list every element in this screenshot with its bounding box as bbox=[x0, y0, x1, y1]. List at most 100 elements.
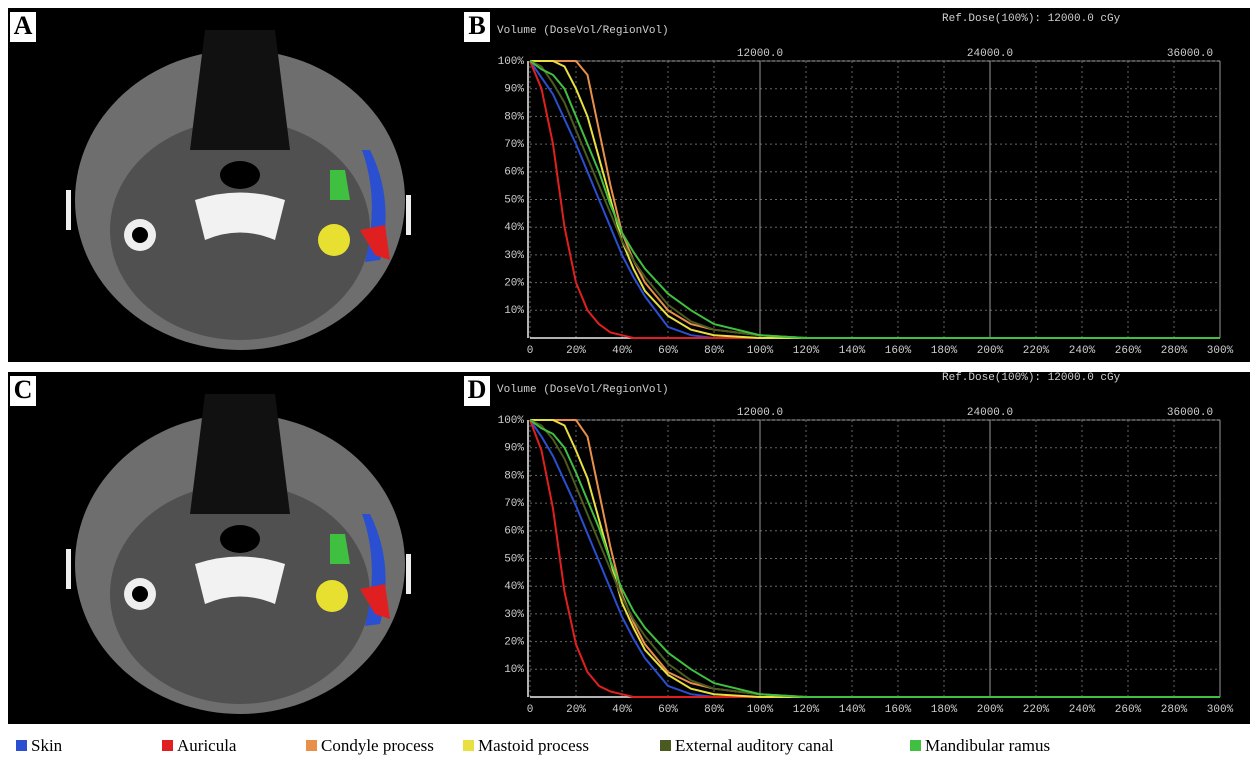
legend-swatch bbox=[306, 740, 317, 751]
legend-label: Mastoid process bbox=[478, 736, 589, 755]
series-line bbox=[529, 419, 1220, 698]
legend-swatch bbox=[16, 740, 27, 751]
x-tick-label: 240% bbox=[1069, 345, 1096, 357]
bone bbox=[195, 556, 285, 604]
x-tick-label: 260% bbox=[1115, 704, 1142, 716]
y-tick-label: 30% bbox=[504, 609, 524, 621]
y-tick-label: 50% bbox=[504, 553, 524, 565]
bone bbox=[195, 192, 285, 240]
legend-swatch bbox=[162, 740, 173, 751]
x-tick-label: 40% bbox=[612, 704, 632, 716]
chart: Volume (DoseVol/RegionVol) Ref.Dose(100%)… bbox=[497, 372, 1234, 716]
air bbox=[132, 586, 148, 602]
contour-ramus bbox=[330, 170, 350, 200]
ct-image-a bbox=[8, 8, 478, 362]
x-tick-label: 220% bbox=[1023, 704, 1050, 716]
legend-swatch bbox=[463, 740, 474, 751]
x2-tick-label: 24000.0 bbox=[967, 407, 1013, 419]
x-tick-label: 280% bbox=[1161, 345, 1188, 357]
legend-label: Skin bbox=[31, 736, 63, 755]
y-tick-label: 20% bbox=[504, 278, 524, 290]
x-tick-label: 120% bbox=[793, 704, 820, 716]
x-tick-label: 0 bbox=[527, 704, 534, 716]
chart-subtitle: Ref.Dose(100%): 12000.0 cGy bbox=[942, 13, 1121, 25]
legend-swatch bbox=[660, 740, 671, 751]
series-line bbox=[529, 60, 1220, 339]
y-tick-label: 40% bbox=[504, 222, 524, 234]
x-tick-label: 160% bbox=[885, 345, 912, 357]
x-tick-label: 20% bbox=[566, 345, 586, 357]
x-tick-label: 180% bbox=[931, 345, 958, 357]
legend-label: External auditory canal bbox=[675, 736, 834, 755]
panel-label: B bbox=[468, 11, 485, 40]
x-tick-label: 140% bbox=[839, 704, 866, 716]
contour-mastoid bbox=[316, 580, 348, 612]
panel-label: C bbox=[14, 375, 33, 404]
series-line bbox=[529, 419, 1220, 698]
y-tick-label: 10% bbox=[504, 664, 524, 676]
x-tick-label: 300% bbox=[1207, 704, 1234, 716]
series-line bbox=[529, 60, 1220, 339]
series-line bbox=[529, 60, 1220, 339]
y-tick-label: 10% bbox=[504, 305, 524, 317]
x-tick-label: 60% bbox=[658, 345, 678, 357]
x-tick-label: 180% bbox=[931, 704, 958, 716]
air bbox=[132, 227, 148, 243]
x-tick-label: 160% bbox=[885, 704, 912, 716]
legend-swatch bbox=[910, 740, 921, 751]
y-tick-label: 30% bbox=[504, 250, 524, 262]
x2-tick-label: 12000.0 bbox=[737, 48, 783, 60]
y-tick-label: 20% bbox=[504, 637, 524, 649]
marker bbox=[66, 549, 71, 589]
chart-title: Volume (DoseVol/RegionVol) bbox=[497, 384, 669, 396]
panel-label-box bbox=[464, 12, 490, 42]
x-tick-label: 100% bbox=[747, 345, 774, 357]
y-tick-label: 40% bbox=[504, 581, 524, 593]
x-tick-label: 240% bbox=[1069, 704, 1096, 716]
x-tick-label: 260% bbox=[1115, 345, 1142, 357]
airway bbox=[190, 30, 290, 150]
panel-label-box bbox=[464, 376, 490, 406]
chart: Volume (DoseVol/RegionVol) Ref.Dose(100%)… bbox=[497, 13, 1234, 357]
contour-mastoid bbox=[318, 224, 350, 256]
legend-label: Mandibular ramus bbox=[925, 736, 1050, 755]
x2-tick-label: 12000.0 bbox=[737, 407, 783, 419]
y-tick-label: 50% bbox=[504, 194, 524, 206]
airway bbox=[190, 394, 290, 514]
x-tick-label: 120% bbox=[793, 345, 820, 357]
marker bbox=[66, 190, 71, 230]
x-tick-label: 0 bbox=[527, 345, 534, 357]
chart-subtitle: Ref.Dose(100%): 12000.0 cGy bbox=[942, 372, 1121, 384]
panel-label-box bbox=[10, 376, 36, 406]
x-tick-label: 200% bbox=[977, 704, 1004, 716]
panel-label: A bbox=[14, 11, 33, 40]
x2-tick-label: 36000.0 bbox=[1167, 48, 1213, 60]
x-tick-label: 20% bbox=[566, 704, 586, 716]
y-tick-label: 60% bbox=[504, 526, 524, 538]
contour-auricula bbox=[360, 584, 390, 619]
x-tick-label: 220% bbox=[1023, 345, 1050, 357]
x-tick-label: 40% bbox=[612, 345, 632, 357]
series-line bbox=[530, 419, 1220, 698]
contour-ramus bbox=[330, 534, 350, 564]
y-tick-label: 70% bbox=[504, 139, 524, 151]
x-tick-label: 200% bbox=[977, 345, 1004, 357]
x-tick-label: 80% bbox=[704, 704, 724, 716]
x-tick-label: 280% bbox=[1161, 704, 1188, 716]
x-tick-label: 140% bbox=[839, 345, 866, 357]
legend-label: Condyle process bbox=[321, 736, 434, 755]
airway-lumen bbox=[220, 525, 260, 553]
airway-lumen bbox=[220, 161, 260, 189]
x-tick-label: 300% bbox=[1207, 345, 1234, 357]
x-tick-label: 60% bbox=[658, 704, 678, 716]
y-tick-label: 60% bbox=[504, 167, 524, 179]
y-tick-label: 90% bbox=[504, 84, 524, 96]
y-tick-label: 100% bbox=[498, 415, 525, 427]
marker bbox=[406, 195, 411, 235]
y-tick-label: 90% bbox=[504, 443, 524, 455]
y-tick-label: 100% bbox=[498, 56, 525, 68]
y-tick-label: 80% bbox=[504, 111, 524, 123]
legend-label: Auricula bbox=[177, 736, 237, 755]
